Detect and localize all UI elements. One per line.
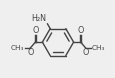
Text: H₂N: H₂N xyxy=(31,15,46,23)
Text: CH₃: CH₃ xyxy=(11,45,24,51)
Text: CH₃: CH₃ xyxy=(91,45,104,51)
Text: O: O xyxy=(77,26,83,35)
Text: O: O xyxy=(32,26,38,35)
Text: O: O xyxy=(82,48,88,57)
Text: O: O xyxy=(27,48,33,57)
